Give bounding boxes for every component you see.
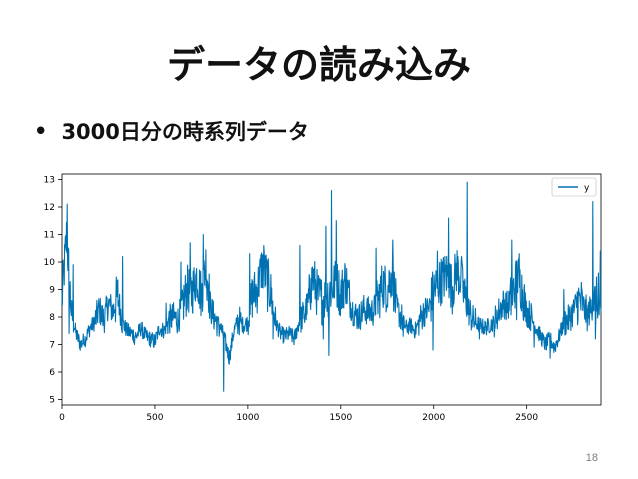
y-tick-label: 11 [44, 231, 55, 241]
chart-svg: 0 500 1000 1500 2000 2500 5 6 7 8 9 10 11 12 13 y [44, 173, 602, 423]
y-tick-label: 10 [44, 258, 56, 268]
y-tick-label: 5 [49, 396, 55, 406]
y-tick-label: 13 [44, 176, 55, 186]
page-number: 18 [585, 452, 598, 464]
series-line-y [61, 181, 602, 392]
x-tick-label: 1500 [329, 413, 352, 423]
y-tick-label: 6 [49, 368, 55, 378]
y-tick-label: 12 [44, 203, 55, 213]
timeseries-chart: 0 500 1000 1500 2000 2500 5 6 7 8 9 10 11 12 13 y [0, 160, 638, 430]
x-tick-label: 2500 [515, 413, 538, 423]
bullet-text: 3000日分の時系列データ [61, 120, 309, 144]
bullet-dot: • [34, 119, 48, 143]
slide-title: データの読み込み [166, 43, 471, 87]
x-tick-label: 0 [59, 413, 65, 423]
x-tick-label: 2000 [422, 413, 445, 423]
bullet-item: • 3000日分の時系列データ [34, 116, 309, 146]
legend-label-y: y [584, 184, 590, 194]
y-tick-label: 9 [49, 286, 55, 296]
y-tick-label: 8 [49, 313, 55, 323]
y-tick-label: 7 [49, 341, 55, 351]
x-tick-label: 500 [146, 413, 163, 423]
x-tick-label: 1000 [236, 413, 259, 423]
